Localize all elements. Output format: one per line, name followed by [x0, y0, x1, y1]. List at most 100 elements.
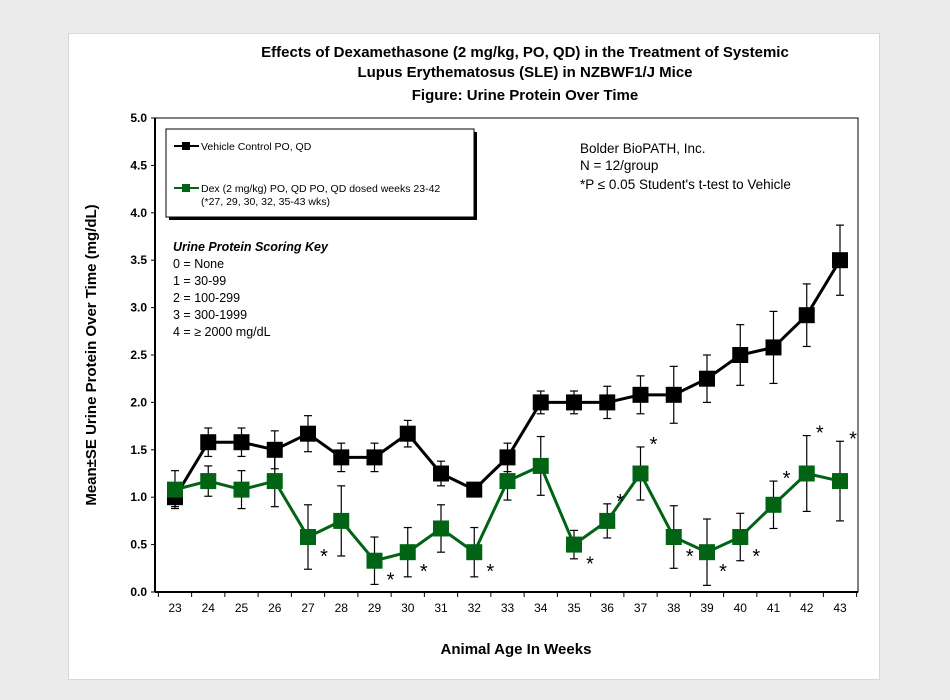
annotation-company: Bolder BioPATH, Inc. — [580, 141, 706, 156]
data-point — [466, 544, 483, 561]
data-point — [798, 465, 815, 482]
x-tick-label: 29 — [368, 601, 382, 615]
data-point — [765, 339, 782, 356]
data-point — [399, 544, 416, 561]
significance-asterisk: * — [616, 491, 624, 513]
x-tick-label: 40 — [734, 601, 748, 615]
data-point — [732, 347, 749, 363]
data-point — [599, 394, 616, 411]
chart-title-line-2: Lupus Erythematosus (SLE) in NZBWF1/J Mi… — [357, 64, 692, 81]
y-tick-label: 1.0 — [130, 490, 147, 504]
x-tick-label: 27 — [301, 601, 315, 615]
significance-asterisk: * — [486, 561, 494, 583]
x-axis-label: Animal Age In Weeks — [441, 641, 592, 658]
x-tick-label: 43 — [833, 601, 847, 615]
x-tick-label: 33 — [501, 601, 515, 615]
significance-asterisk: * — [387, 570, 395, 592]
y-tick-label: 2.0 — [130, 395, 147, 409]
y-tick-label: 5.0 — [130, 111, 147, 125]
data-point — [532, 394, 549, 411]
significance-asterisk: * — [320, 546, 328, 568]
x-tick-label: 38 — [667, 601, 681, 615]
data-point — [167, 481, 183, 498]
data-point — [832, 252, 848, 269]
data-point — [300, 425, 316, 442]
legend-label-dex: Dex (2 mg/kg) PO, QD PO, QD dosed weeks … — [201, 183, 440, 195]
data-point — [366, 449, 383, 466]
data-point — [233, 481, 250, 498]
data-point — [665, 386, 682, 403]
data-point — [732, 529, 749, 546]
data-point — [532, 457, 549, 474]
data-point — [466, 481, 483, 498]
y-tick-label: 3.0 — [130, 301, 147, 315]
data-point — [366, 552, 383, 569]
x-tick-label: 24 — [202, 601, 216, 615]
legend-label-vehicle: Vehicle Control PO, QD — [201, 141, 312, 153]
scoring-key-title: Urine Protein Scoring Key — [173, 240, 329, 254]
data-point — [632, 386, 649, 403]
scoring-key-item: 0 = None — [173, 257, 224, 271]
x-tick-label: 35 — [567, 601, 581, 615]
x-tick-label: 41 — [767, 601, 781, 615]
legend-marker-vehicle — [182, 142, 190, 150]
significance-asterisk: * — [420, 561, 428, 583]
x-tick-label: 37 — [634, 601, 648, 615]
chart-title-line-1: Effects of Dexamethasone (2 mg/kg, PO, Q… — [261, 44, 789, 61]
data-point — [665, 529, 682, 546]
x-tick-label: 31 — [434, 601, 448, 615]
significance-asterisk: * — [849, 428, 857, 450]
y-axis-label: Mean±SE Urine Protein Over Time (mg/dL) — [83, 204, 100, 505]
significance-asterisk: * — [783, 468, 791, 490]
x-tick-label: 36 — [601, 601, 615, 615]
x-tick-label: 28 — [335, 601, 349, 615]
data-point — [599, 512, 616, 529]
x-tick-label: 26 — [268, 601, 282, 615]
significance-asterisk: * — [650, 434, 658, 456]
x-tick-label: 32 — [468, 601, 482, 615]
significance-asterisk: * — [752, 546, 760, 568]
y-tick-label: 3.5 — [130, 253, 147, 267]
data-point — [832, 473, 848, 490]
y-tick-label: 1.5 — [130, 443, 147, 457]
annotation-n: N = 12/group — [580, 158, 658, 173]
data-point — [266, 473, 283, 490]
x-tick-label: 30 — [401, 601, 415, 615]
data-point — [699, 544, 715, 561]
y-tick-label: 4.0 — [130, 206, 147, 220]
significance-asterisk: * — [719, 561, 727, 583]
x-tick-label: 23 — [168, 601, 182, 615]
chart-title-line-3: Figure: Urine Protein Over Time — [412, 87, 638, 104]
data-point — [200, 473, 217, 490]
annotation-significance: *P ≤ 0.05 Student's t-test to Vehicle — [580, 177, 791, 192]
scoring-key-item: 4 = ≥ 2000 mg/dL — [173, 325, 271, 339]
series-dex: * * * * * * * * * * * * * — [167, 423, 857, 592]
data-point — [399, 425, 416, 442]
data-point — [433, 465, 449, 482]
significance-asterisk: * — [816, 423, 824, 445]
data-point — [300, 529, 316, 546]
y-tick-label: 0.5 — [130, 538, 147, 552]
significance-asterisk: * — [686, 546, 694, 568]
scoring-key-item: 1 = 30-99 — [173, 274, 226, 288]
data-point — [566, 536, 582, 553]
series-vehicle — [167, 224, 848, 508]
data-point — [266, 441, 283, 458]
data-point — [433, 520, 449, 537]
data-point — [499, 449, 516, 466]
data-point — [233, 434, 250, 451]
data-point — [699, 370, 715, 387]
data-point — [200, 434, 217, 451]
x-tick-label: 34 — [534, 601, 548, 615]
y-tick-label: 2.5 — [130, 348, 147, 362]
x-tick-label: 42 — [800, 601, 814, 615]
legend — [165, 128, 475, 218]
scoring-key-item: 3 = 300-1999 — [173, 308, 247, 322]
data-point — [333, 512, 350, 529]
y-tick-label: 0.0 — [130, 585, 147, 599]
data-point — [798, 307, 815, 324]
y-tick-label: 4.5 — [130, 158, 147, 172]
data-point — [566, 394, 582, 411]
significance-asterisk: * — [586, 554, 594, 576]
